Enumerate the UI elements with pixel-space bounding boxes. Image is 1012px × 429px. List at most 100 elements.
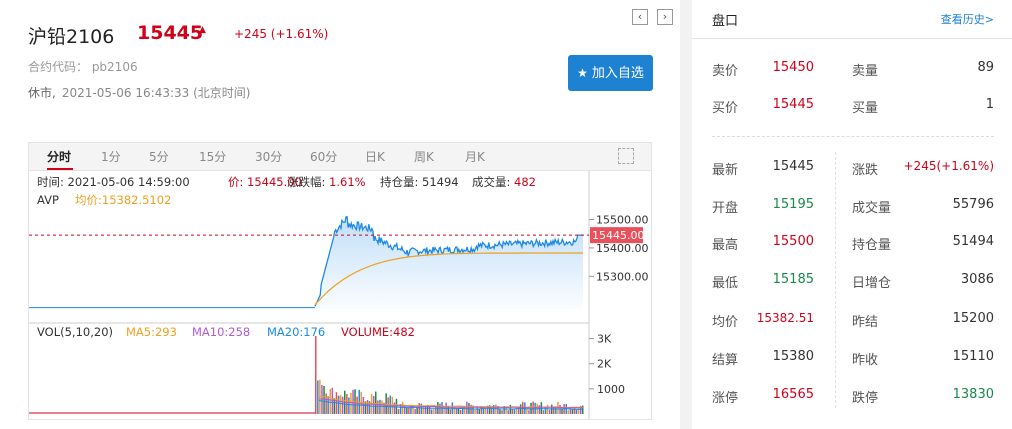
- field-label: 买价: [712, 101, 739, 116]
- price-tick-label: 15300.00: [596, 270, 649, 283]
- chevron-left-icon: ‹: [637, 10, 643, 23]
- section-divider: [712, 136, 994, 137]
- field-value: 15445: [772, 97, 814, 112]
- contract-code: 合约代码： pb2106: [28, 60, 138, 74]
- volume-bar: [439, 403, 441, 414]
- volume-bar: [480, 406, 483, 414]
- volume-bar: [325, 393, 327, 414]
- tab-intraday[interactable]: 分时: [47, 150, 72, 164]
- volume-bar: [414, 409, 416, 414]
- volume-bar: [401, 401, 404, 414]
- volume-bar: [319, 379, 321, 414]
- volume-bar: [406, 407, 408, 414]
- field-value: 16565: [772, 387, 814, 402]
- price-line: [314, 216, 583, 307]
- volume-bar: [453, 407, 456, 414]
- volume-bar: [383, 402, 385, 414]
- tab-60min[interactable]: 60分: [310, 150, 338, 164]
- volume-bar: [484, 408, 487, 414]
- volume-bar: [567, 410, 569, 414]
- volume-bar: [408, 407, 410, 414]
- volume-bar: [540, 402, 543, 414]
- volume-bar: [455, 408, 458, 414]
- volume-bar: [422, 405, 425, 414]
- market-status: 休市, 2021-05-06 16:43:33 (北京时间): [28, 84, 250, 101]
- tab-15min[interactable]: 15分: [199, 150, 227, 164]
- order-book-row: 开盘 15195 成交量 55796: [692, 197, 1012, 217]
- volume-bar: [459, 409, 462, 414]
- volume-bar: [339, 395, 342, 414]
- volume-bar: [557, 401, 559, 414]
- ma10-label: MA10:258: [192, 325, 250, 339]
- volume-bar: [499, 409, 501, 414]
- last-price-tag: [590, 227, 643, 244]
- tab-monthly-k[interactable]: 月K: [465, 150, 485, 164]
- tab-daily-k[interactable]: 日K: [365, 150, 385, 164]
- field-label: 最高: [712, 238, 739, 253]
- volume-bar: [497, 405, 499, 414]
- volume-bar: [331, 387, 334, 414]
- volume-bar: [528, 410, 530, 414]
- tab-1min[interactable]: 1分: [101, 150, 121, 164]
- volume-bar: [327, 396, 329, 414]
- volume-bar: [522, 401, 524, 414]
- ma5-label: MA5:293: [126, 325, 177, 339]
- next-contract-button[interactable]: ›: [657, 9, 673, 25]
- field-label: 涨停: [712, 391, 739, 406]
- fullscreen-icon[interactable]: [618, 148, 634, 164]
- add-watchlist-label: 加入自选: [591, 66, 644, 81]
- volume-bar: [443, 406, 445, 414]
- volume-bar: [375, 391, 377, 414]
- field-label: 昨收: [852, 353, 879, 368]
- view-history-link[interactable]: 查看历史>: [940, 13, 994, 26]
- field-value: 3086: [960, 272, 994, 287]
- volume-bar: [507, 410, 509, 414]
- field-label: 成交量: [852, 201, 892, 216]
- add-watchlist-button[interactable]: ★ 加入自选: [568, 55, 653, 91]
- volume-bar: [337, 395, 340, 414]
- volume-bar: [493, 405, 495, 414]
- order-book-row: 结算 15380 昨收 15110: [692, 349, 1012, 369]
- tab-5min[interactable]: 5分: [149, 150, 169, 164]
- tab-30min[interactable]: 30分: [255, 150, 283, 164]
- volume-bar: [464, 407, 466, 414]
- field-label: 最低: [712, 276, 739, 291]
- info-time: 时间: 2021-05-06 14:59:00: [37, 175, 190, 189]
- volume-bar: [379, 399, 381, 414]
- volume-bar: [428, 406, 431, 414]
- order-book-row: 最新 15445 涨跌 +245(+1.61%): [692, 159, 1012, 179]
- volume-bar: [476, 406, 478, 414]
- price-tick-label: 15400.00: [596, 242, 649, 255]
- volume-bar: [424, 405, 427, 414]
- volume-bar: [472, 405, 474, 414]
- field-label: 最新: [712, 163, 739, 178]
- volume-bar: [542, 410, 545, 414]
- field-value: 15110: [952, 349, 994, 364]
- last-price-tag-label: 15445.00: [592, 229, 645, 242]
- vol-tick-label: 2K: [597, 358, 612, 371]
- volume-bar: [462, 407, 464, 414]
- volume-bar: [366, 400, 369, 414]
- field-value: 15380: [772, 349, 814, 364]
- volume-bar: [517, 406, 520, 414]
- prev-contract-button[interactable]: ‹: [632, 9, 648, 25]
- period-tabs: 分时 1分 5分 15分 30分 60分 日K 周K 月K: [28, 142, 652, 170]
- field-value: 51494: [952, 234, 994, 249]
- volume-bar: [410, 405, 412, 414]
- volume-bar: [551, 404, 553, 414]
- volume-bar: [348, 397, 350, 414]
- field-label: 涨跌: [852, 163, 879, 178]
- volume-bar: [559, 405, 561, 414]
- tab-weekly-k[interactable]: 周K: [414, 150, 434, 164]
- volume-bar: [333, 398, 336, 414]
- volume-bar: [470, 404, 472, 414]
- volume-bar: [482, 407, 485, 414]
- chevron-right-icon: ›: [662, 10, 668, 23]
- field-value: +245(+1.61%): [903, 159, 995, 173]
- volume-bar: [447, 406, 449, 414]
- order-book-title: 盘口: [712, 14, 739, 29]
- last-price: 15445: [137, 22, 204, 44]
- field-label: 持仓量: [852, 238, 892, 253]
- field-label: 跌停: [852, 391, 879, 406]
- field-value: 15195: [772, 197, 814, 212]
